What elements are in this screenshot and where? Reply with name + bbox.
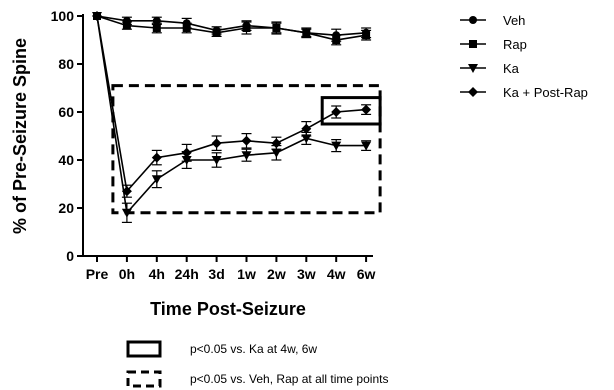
y-tick-label: 20 <box>58 200 74 216</box>
data-point <box>271 148 282 158</box>
data-point <box>122 21 131 30</box>
x-tick-label: 24h <box>175 266 199 282</box>
series-line <box>96 15 367 41</box>
y-tick-label: 100 <box>51 8 75 24</box>
data-point <box>92 11 102 21</box>
data-point <box>152 24 161 32</box>
significance-key-label: p<0.05 vs. Ka at 4w, 6w <box>190 342 317 356</box>
legend-marker <box>468 64 478 73</box>
legend-label: Ka <box>503 61 520 76</box>
series-ka <box>92 12 372 223</box>
significance-box-dashed <box>111 84 382 215</box>
data-point <box>271 138 282 149</box>
data-point <box>301 123 312 134</box>
x-tick-label: 0h <box>119 266 135 282</box>
legend-marker <box>469 40 477 48</box>
x-tick-label: 4h <box>149 266 165 282</box>
data-point <box>211 138 222 149</box>
x-tick-label: 1w <box>237 266 256 282</box>
data-point <box>121 186 132 197</box>
data-point <box>331 107 342 117</box>
y-tick-label: 0 <box>66 248 74 264</box>
significance-key-dashed <box>126 370 162 388</box>
legend-marker <box>469 16 477 24</box>
data-point <box>181 147 192 158</box>
data-point <box>332 36 341 44</box>
series-rap <box>93 12 372 46</box>
data-point <box>182 24 191 32</box>
data-point <box>301 134 312 144</box>
data-point <box>272 24 281 32</box>
legend-label: Veh <box>503 13 525 28</box>
data-point <box>211 156 222 165</box>
data-point <box>151 152 162 163</box>
data-point <box>121 208 132 218</box>
series-line <box>96 15 367 37</box>
data-point <box>302 28 311 37</box>
y-tick-label: 80 <box>58 56 74 72</box>
data-point <box>212 28 221 37</box>
y-tick-label: 40 <box>58 152 74 168</box>
significance-key-label: p<0.05 vs. Veh, Rap at all time points <box>190 372 388 386</box>
x-tick-label: 6w <box>357 266 376 282</box>
data-point <box>361 104 372 115</box>
data-point <box>151 175 162 185</box>
legend-label: Rap <box>503 37 527 52</box>
x-tick-label: 3d <box>208 266 224 282</box>
data-point <box>242 24 251 32</box>
significance-key-solid <box>126 340 162 358</box>
y-tick-label: 60 <box>58 104 74 120</box>
data-point <box>241 151 252 161</box>
legend-label: Ka + Post-Rap <box>503 85 588 100</box>
series-ka-post-rap <box>92 11 372 198</box>
legend-marker <box>468 87 478 97</box>
y-axis-title: % of Pre-Seizure Spine <box>10 38 30 234</box>
series-line <box>96 15 367 215</box>
data-point <box>362 31 371 40</box>
data-point <box>361 141 372 151</box>
data-point <box>241 135 252 146</box>
series-line <box>96 15 367 193</box>
data-point <box>331 141 342 151</box>
x-axis-title: Time Post-Seizure <box>150 299 306 319</box>
x-tick-label: Pre <box>86 266 109 282</box>
x-tick-label: 4w <box>327 266 346 282</box>
x-tick-label: 2w <box>267 266 286 282</box>
x-tick-label: 3w <box>297 266 316 282</box>
